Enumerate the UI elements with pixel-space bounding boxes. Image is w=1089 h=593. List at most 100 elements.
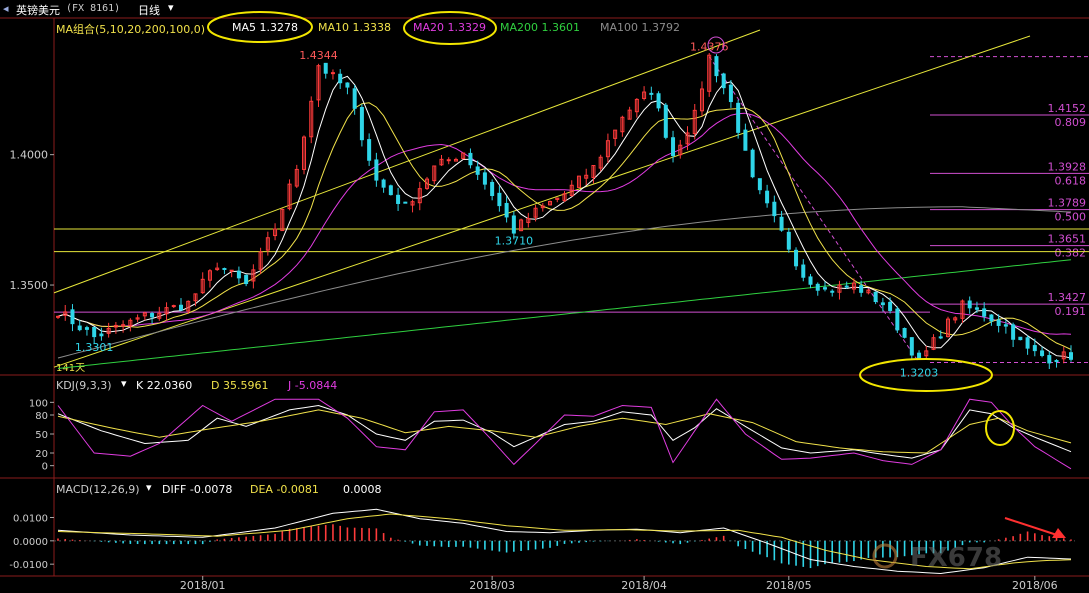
symbol-label: 英镑美元: [16, 4, 60, 17]
x-tick-label: 2018/05: [766, 579, 812, 592]
x-tick-label: 2018/04: [621, 579, 667, 592]
macd-tick-label: 0.0000: [13, 537, 48, 548]
candle-body: [801, 264, 806, 278]
fib-level-ratio: 0.500: [1055, 211, 1087, 224]
macd-diff-legend: DIFF -0.0078: [162, 483, 233, 496]
candle-body: [909, 337, 914, 356]
trend-arrow-head: [1052, 528, 1066, 538]
kdj-dropdown-icon[interactable]: ▾: [121, 377, 127, 390]
kdj-d-legend: D 35.5961: [211, 379, 269, 392]
candle-body: [475, 166, 480, 175]
candle-body: [642, 91, 647, 100]
kdj-tick-label: 0: [42, 462, 48, 473]
candle-body: [309, 100, 314, 138]
candle-body: [757, 178, 762, 191]
candle-body: [388, 185, 393, 196]
candle-body: [142, 312, 147, 317]
candle-body: [461, 152, 466, 160]
candle-body: [671, 137, 676, 157]
candle-body: [902, 327, 907, 338]
candle-body: [967, 300, 972, 309]
candle-body: [497, 192, 502, 207]
candle-body: [1061, 351, 1066, 360]
candle-body: [866, 289, 871, 294]
candle-body: [468, 152, 473, 166]
ma5-legend: MA5 1.3278: [232, 21, 298, 34]
candle-body: [555, 197, 560, 200]
candle-body: [576, 175, 581, 188]
candle-body: [699, 88, 704, 112]
candle-body: [822, 287, 827, 290]
price-annotation: 1.4344: [299, 49, 338, 62]
period-dropdown-icon[interactable]: ▾: [168, 1, 174, 14]
candle-body: [381, 179, 386, 188]
macd-legend-name: MACD(12,26,9): [56, 483, 140, 496]
candle-body: [808, 276, 813, 285]
candle-body: [526, 218, 531, 223]
candle-body: [294, 168, 299, 187]
candle-body: [728, 84, 733, 103]
trend-arrow-shaft: [1004, 517, 1061, 537]
candle-body: [63, 311, 68, 316]
candle-body: [851, 282, 856, 290]
candle-body: [938, 336, 943, 339]
candle-body: [99, 333, 104, 337]
candle-body: [92, 326, 97, 338]
candle-body: [446, 159, 451, 162]
candle-body: [352, 88, 357, 109]
collapse-icon[interactable]: ◂: [3, 2, 9, 15]
price-annotation: 1.3710: [495, 234, 534, 247]
downtrend-dashed-line: [708, 56, 920, 363]
candle-body: [786, 231, 791, 250]
candle-body: [70, 309, 75, 325]
candle-body: [453, 158, 458, 162]
candle-body: [548, 200, 553, 206]
candle-body: [121, 324, 126, 327]
candle-body: [533, 207, 538, 218]
candle-body: [84, 327, 89, 330]
candle-body: [410, 201, 415, 206]
candle-body: [128, 319, 133, 327]
highlight-ellipse-ma20: [403, 11, 497, 45]
candle-body: [1054, 360, 1059, 363]
candle-body: [1047, 355, 1052, 364]
period-label[interactable]: 日线: [138, 4, 160, 17]
watermark-text: FX678: [910, 543, 1002, 573]
candle-body: [77, 325, 82, 331]
macd-tick-label: 0.0100: [13, 514, 48, 525]
candle-body: [765, 190, 770, 204]
fib-level-ratio: 0.191: [1055, 305, 1087, 318]
ma20-legend: MA20 1.3329: [413, 21, 486, 34]
fib-level-price: 1.3928: [1048, 160, 1087, 173]
channel-lower-line: [53, 35, 1031, 368]
candle-body: [338, 73, 343, 84]
channel-upper-line: [53, 29, 761, 294]
candle-body: [743, 129, 748, 151]
title-bar: ◂ 英镑美元 (FX 8161) 日线 ▾: [0, 0, 1089, 18]
candle-body: [974, 307, 979, 310]
candle-body: [215, 267, 220, 271]
candle-body: [924, 350, 929, 357]
candle-body: [417, 188, 422, 204]
candle-body: [403, 201, 408, 204]
ma10-legend: MA10 1.3338: [318, 21, 391, 34]
fib-level-price: 1.4152: [1048, 102, 1087, 115]
candle-body: [945, 318, 950, 338]
candle-body: [678, 144, 683, 156]
ma100-legend: MA100 1.3792: [600, 21, 680, 34]
fib-level-price: 1.3789: [1048, 197, 1087, 210]
candle-body: [135, 317, 140, 320]
candle-body: [374, 159, 379, 181]
candle-body: [425, 178, 430, 189]
candle-body: [815, 283, 820, 291]
candle-body: [302, 136, 307, 170]
candle-body: [794, 249, 799, 267]
candle-body: [56, 315, 60, 318]
candle-body: [880, 302, 885, 306]
candle-body: [186, 300, 191, 312]
fib-level-ratio: 0.618: [1055, 174, 1087, 187]
candle-body: [367, 139, 372, 161]
macd-dropdown-icon[interactable]: ▾: [146, 481, 152, 494]
candle-body: [200, 278, 205, 294]
